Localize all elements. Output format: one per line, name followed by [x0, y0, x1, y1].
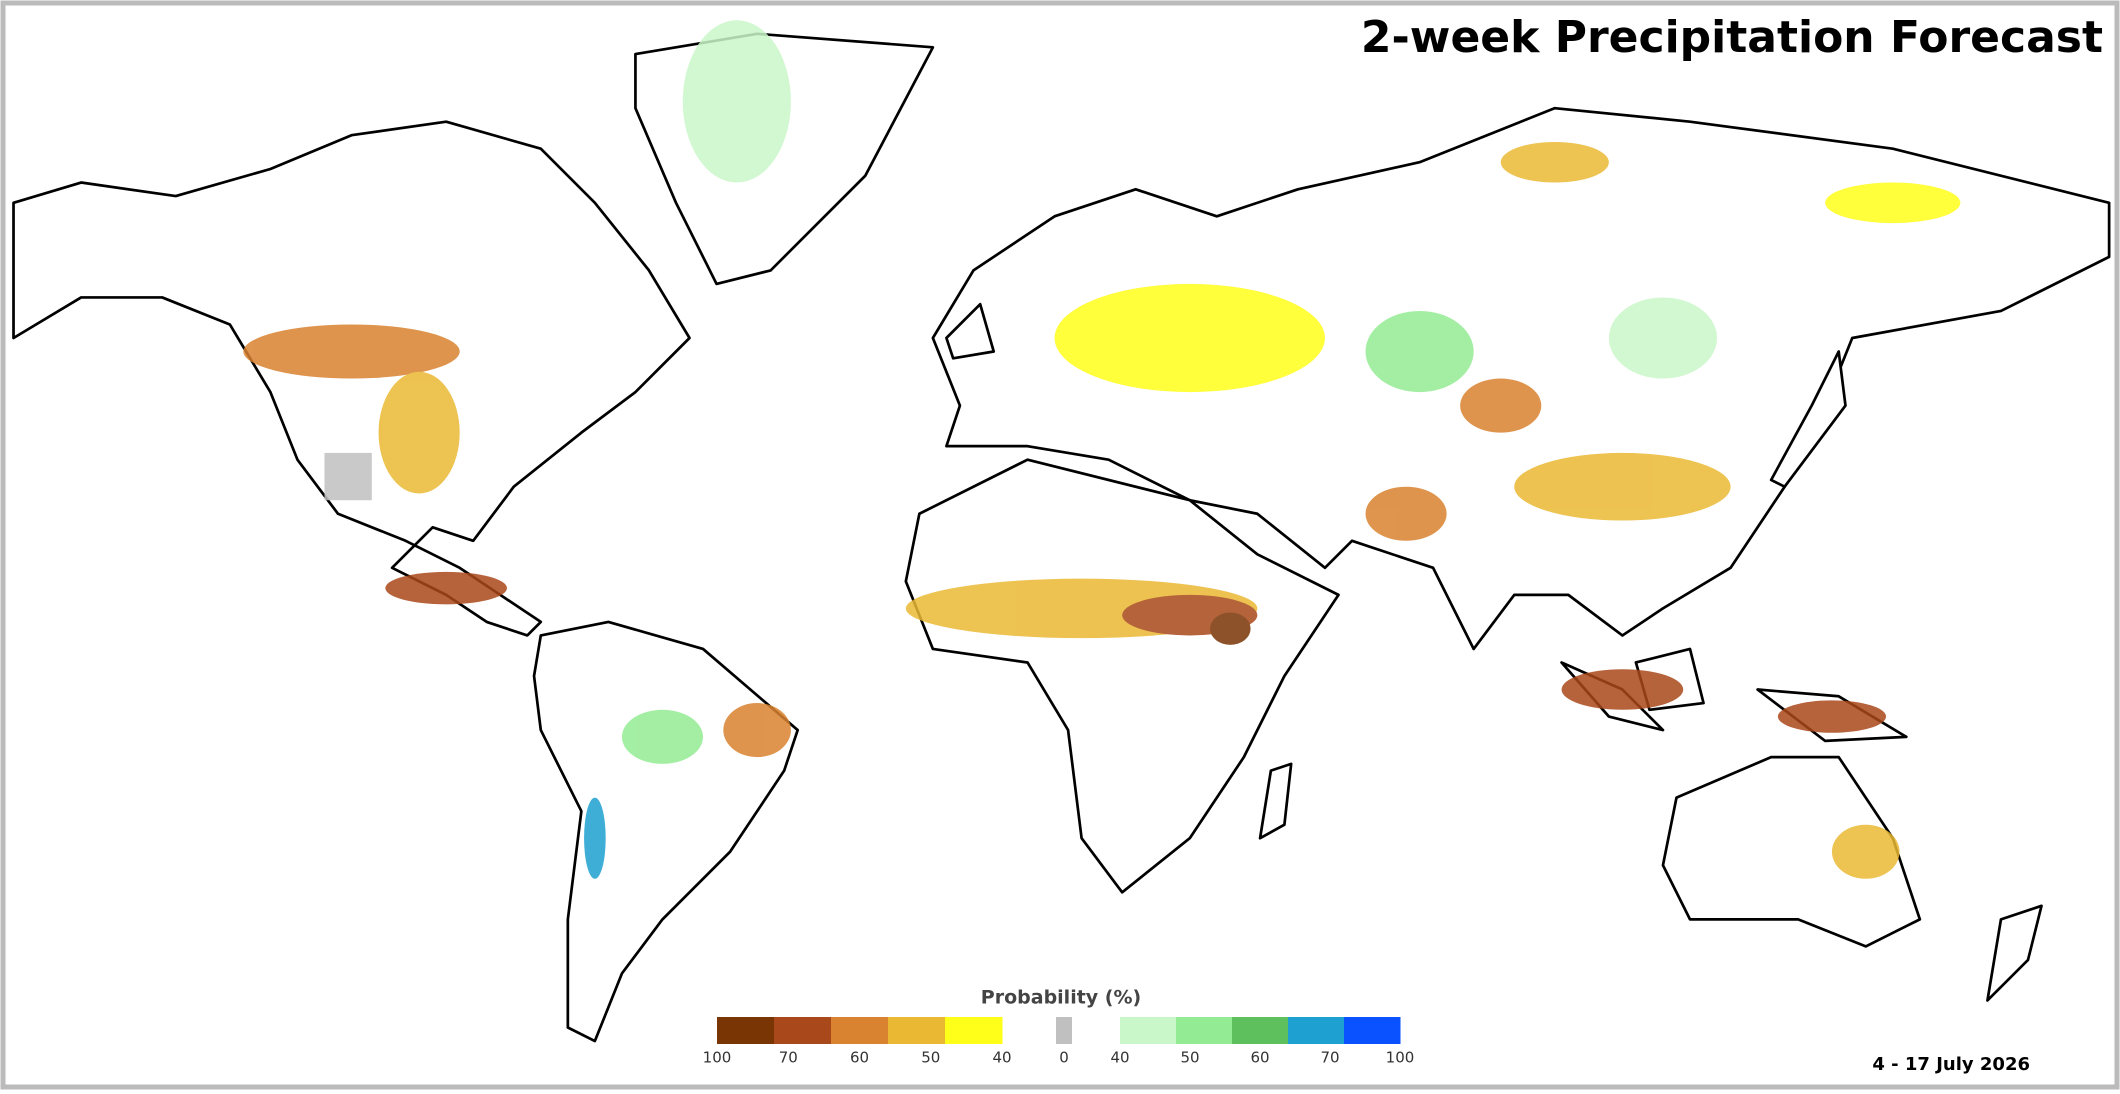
legend-tick-label: 60 — [1250, 1049, 1269, 1067]
patch — [723, 703, 791, 758]
legend-tick-label: 40 — [992, 1049, 1011, 1067]
patch — [324, 452, 372, 501]
patch — [1460, 378, 1542, 433]
legend-swatch — [774, 1017, 832, 1044]
legend-tick-label: 100 — [703, 1049, 732, 1067]
legend-swatch — [945, 1017, 1003, 1044]
patch — [378, 371, 460, 494]
legend-title: Probability (%) — [981, 987, 1141, 1009]
patch — [621, 709, 704, 764]
legend: 100 70 60 50 40 0 40 50 60 70 100 — [703, 1017, 1415, 1067]
map-title: 2-week Precipitation Forecast — [1361, 12, 2103, 63]
legend-swatch — [888, 1017, 946, 1044]
patch — [1825, 182, 1961, 224]
legend-tick-label: 60 — [850, 1049, 869, 1067]
africa — [904, 458, 1340, 894]
legend-tick-label: 70 — [1320, 1049, 1339, 1067]
patch — [1500, 141, 1609, 183]
legend-tick-label: 40 — [1110, 1049, 1129, 1067]
patch — [1831, 824, 1900, 879]
patch — [1054, 283, 1325, 393]
eurasia — [931, 106, 2111, 651]
patch — [1365, 486, 1447, 541]
legend-swatch — [1056, 1017, 1072, 1044]
legend-swatch — [1120, 1017, 1177, 1044]
patch — [1514, 452, 1731, 521]
legend-tick-label: 50 — [921, 1049, 940, 1067]
world-map — [12, 20, 2111, 1043]
legend-swatch — [831, 1017, 889, 1044]
uk — [945, 302, 996, 360]
forecast-dates: 4 - 17 July 2026 — [1872, 1054, 2030, 1075]
legend-swatch — [1288, 1017, 1345, 1044]
legend-tick-label: 0 — [1059, 1049, 1069, 1067]
patch — [584, 797, 606, 879]
patch — [1777, 700, 1887, 733]
australia — [1661, 755, 1922, 948]
legend-tick-label: 100 — [1386, 1049, 1415, 1067]
new-zealand — [1986, 904, 2043, 1002]
japan — [1769, 350, 1847, 489]
patch — [385, 571, 507, 605]
legend-swatch — [1232, 1017, 1289, 1044]
legend-swatch — [717, 1017, 775, 1044]
patch — [1365, 310, 1474, 393]
patch — [1561, 669, 1684, 710]
patch — [243, 324, 460, 379]
madagascar — [1258, 762, 1293, 840]
legend-tick-label: 50 — [1180, 1049, 1199, 1067]
legend-tick-label: 70 — [779, 1049, 798, 1067]
patch — [1608, 297, 1718, 379]
legend-swatch — [1176, 1017, 1233, 1044]
legend-swatch — [1344, 1017, 1401, 1044]
patch — [1210, 612, 1251, 645]
anomaly-patches — [243, 20, 1961, 879]
patch — [682, 20, 791, 183]
